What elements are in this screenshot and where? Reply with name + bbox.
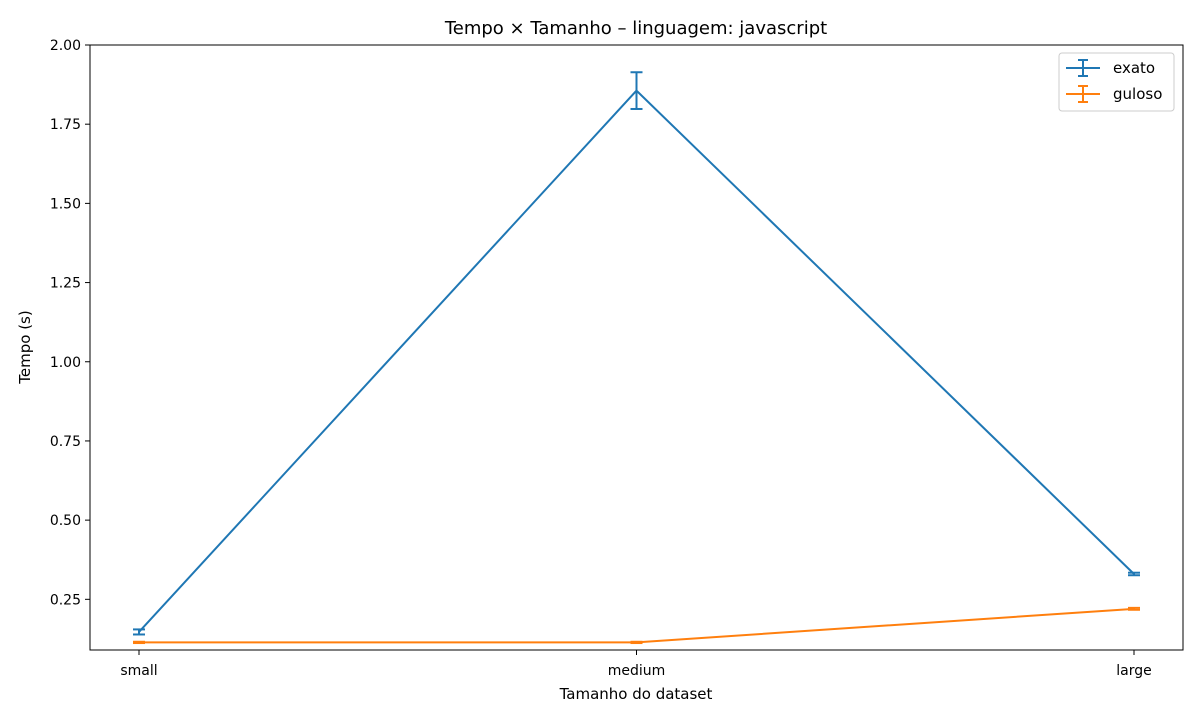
- error-bar: [630, 71, 643, 110]
- legend-label: guloso: [1113, 85, 1162, 103]
- error-bar: [133, 628, 145, 636]
- series-exato: [133, 71, 1140, 636]
- y-tick-label: 1.50: [50, 196, 81, 212]
- x-axis-label: Tamanho do dataset: [559, 685, 713, 703]
- x-tick-label: large: [1116, 663, 1151, 679]
- legend-label: exato: [1113, 59, 1155, 77]
- y-tick-label: 1.25: [50, 276, 81, 292]
- legend: exato guloso: [1058, 52, 1175, 112]
- y-axis: 0.25 0.50 0.75 1.00 1.25 1.50 1.75 2.00: [50, 38, 90, 608]
- x-tick-label: small: [120, 663, 157, 679]
- series-layer: [133, 71, 1140, 645]
- y-tick-label: 0.50: [50, 513, 81, 529]
- y-tick-label: 1.00: [50, 355, 81, 371]
- y-tick-label: 1.75: [50, 117, 81, 133]
- legend-item-exato: exato: [1066, 59, 1155, 77]
- series-guloso: [133, 606, 1140, 645]
- error-bar: [630, 640, 643, 645]
- legend-item-guloso: guloso: [1066, 85, 1162, 103]
- error-bar: [1128, 606, 1140, 611]
- y-axis-label: Tempo (s): [16, 310, 34, 384]
- chart-title: Tempo × Tamanho – linguagem: javascript: [444, 18, 827, 39]
- y-tick-label: 0.25: [50, 592, 81, 608]
- y-tick-label: 2.00: [50, 38, 81, 54]
- x-tick-label: medium: [608, 663, 666, 679]
- error-bar: [133, 640, 145, 645]
- legend-items: exato guloso: [1066, 59, 1162, 103]
- y-tick-label: 0.75: [50, 434, 81, 450]
- x-axis: small medium large: [120, 650, 1152, 679]
- error-bar: [1128, 571, 1140, 577]
